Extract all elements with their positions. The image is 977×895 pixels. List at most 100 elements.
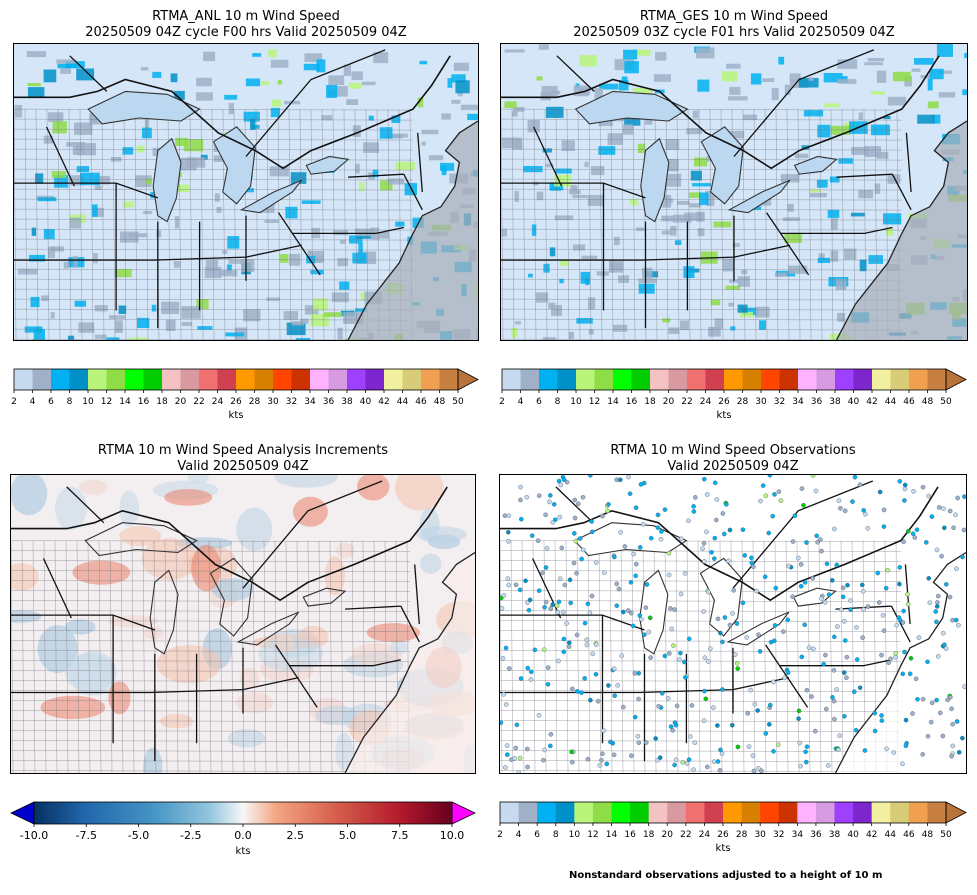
observation-dot xyxy=(673,757,679,763)
wind-speed-patch xyxy=(27,83,41,87)
wind-speed-patch xyxy=(501,137,522,149)
observation-dot xyxy=(766,722,772,727)
colorbar-tick-label: 46 xyxy=(903,397,915,407)
county-line xyxy=(321,109,325,340)
observation-dot xyxy=(897,581,902,587)
observation-dot xyxy=(714,497,720,502)
wind-speed-patch xyxy=(94,305,108,312)
county-line xyxy=(32,540,36,773)
wind-speed-patch xyxy=(14,104,23,118)
county-line xyxy=(852,109,856,340)
county-line xyxy=(14,148,414,151)
wind-speed-patch xyxy=(222,250,228,254)
colorbar-tick-label: 32 xyxy=(286,397,297,407)
county-line xyxy=(841,109,845,340)
colorbar-tick-label: 24 xyxy=(700,397,712,407)
lake-outline xyxy=(152,137,182,223)
colorbar-tick-label: 30 xyxy=(755,397,767,407)
colorbar-tick-label: 20 xyxy=(663,397,675,407)
colorbar-unit-label: kts xyxy=(229,410,244,421)
county-line xyxy=(98,540,102,773)
observation-dot xyxy=(756,765,761,771)
observation-dot xyxy=(735,666,740,671)
coastline xyxy=(834,551,966,773)
county-line xyxy=(266,109,270,340)
observation-dot xyxy=(506,530,511,535)
colorbar-tick-label: 26 xyxy=(718,397,730,407)
observation-dot xyxy=(518,497,523,503)
colorbar-swatch xyxy=(909,369,928,390)
county-line xyxy=(112,109,116,340)
observation-dot xyxy=(875,570,881,576)
county-line xyxy=(501,109,504,340)
county-line xyxy=(665,109,669,340)
increment-blob xyxy=(54,486,87,531)
wind-speed-patch xyxy=(775,272,787,277)
wind-speed-patch xyxy=(579,55,597,67)
wind-speed-patch xyxy=(152,71,162,78)
observation-dot xyxy=(692,740,698,746)
observation-dot xyxy=(902,482,908,488)
country-boundary xyxy=(14,55,451,170)
observation-dot xyxy=(810,475,816,478)
wind-speed-patch xyxy=(467,113,478,121)
state-boundary xyxy=(765,644,809,708)
colorbar-swatch xyxy=(217,369,237,390)
county-line xyxy=(343,109,347,340)
colorbar-tick-label: 40 xyxy=(848,397,860,407)
state-boundary xyxy=(289,659,401,667)
colorbar-swatch xyxy=(835,369,854,390)
ocean-area xyxy=(835,552,966,773)
map-anl-canvas xyxy=(14,44,478,340)
observation-dot xyxy=(632,671,638,676)
increment-blob xyxy=(227,729,266,748)
colorbar-swatch xyxy=(927,369,947,390)
wind-speed-patch xyxy=(457,91,463,97)
county-line xyxy=(501,258,902,261)
wind-speed-patch xyxy=(664,173,682,187)
colorbar-swatch xyxy=(890,802,910,823)
observation-dot xyxy=(834,687,839,692)
observation-dot xyxy=(593,671,599,677)
colorbar-swatch xyxy=(518,802,538,823)
wind-speed-patch xyxy=(144,119,150,129)
observation-dot xyxy=(601,728,606,733)
wind-speed-patch xyxy=(686,128,702,135)
observation-dot xyxy=(934,697,939,703)
wind-speed-patch xyxy=(816,179,828,188)
state-boundary xyxy=(556,55,595,92)
wind-speed-patch xyxy=(54,175,69,188)
state-boundary xyxy=(414,564,420,625)
wind-speed-patch xyxy=(661,215,675,222)
observation-dot xyxy=(949,706,954,712)
wind-speed-patch xyxy=(197,326,213,330)
county-line xyxy=(134,109,138,340)
colorbar-swatch xyxy=(668,369,688,390)
wind-speed-patch xyxy=(730,326,736,331)
county-line xyxy=(46,109,50,340)
coastline xyxy=(344,551,475,773)
observation-dot xyxy=(718,747,723,753)
observation-dot xyxy=(657,755,663,760)
observation-dot xyxy=(949,753,954,759)
county-line xyxy=(11,620,411,622)
wind-speed-patch xyxy=(844,248,857,260)
observation-dot xyxy=(684,761,690,766)
wind-speed-patch xyxy=(63,261,69,269)
colorbar-swatch xyxy=(537,802,557,823)
observation-dot xyxy=(821,661,827,667)
colorbar-swatch xyxy=(741,802,761,823)
observation-dot xyxy=(872,710,878,716)
colorbar-tick-label: 2 xyxy=(497,830,503,840)
observation-dot xyxy=(720,687,725,692)
observation-dot xyxy=(506,582,511,588)
observation-dot xyxy=(632,714,638,720)
wind-speed-patch xyxy=(91,204,98,217)
observation-dot xyxy=(935,600,940,605)
observation-dot xyxy=(744,635,749,640)
observation-dot xyxy=(548,743,553,749)
wind-speed-patch xyxy=(581,255,598,260)
colorbar-swatch xyxy=(143,369,163,390)
colorbar-tick-label: 28 xyxy=(737,397,749,407)
wind-speed-patch xyxy=(352,125,361,137)
